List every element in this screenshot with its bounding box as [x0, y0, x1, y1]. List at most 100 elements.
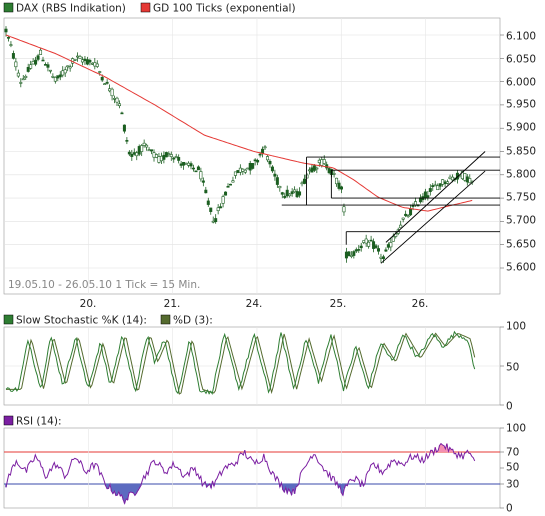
candle-body [381, 256, 385, 259]
candle-body [443, 181, 447, 185]
candle-body [285, 189, 289, 197]
y-tick-label: 6.100 [506, 31, 536, 43]
candle-body [182, 161, 186, 166]
candle-body [275, 177, 279, 185]
trend-channel-lower [380, 170, 486, 264]
candle-body [317, 159, 321, 164]
candle-body [48, 69, 52, 72]
y-tick-label: 5.800 [506, 169, 536, 181]
candle-body [132, 152, 136, 155]
candle-body [431, 185, 435, 188]
legend-swatch-dax [3, 2, 14, 13]
candle-body [349, 254, 353, 257]
candle-body [76, 55, 80, 58]
candle-body [251, 163, 255, 169]
candle-body [379, 256, 383, 259]
y-tick-label: 0 [506, 503, 513, 515]
candle-body [243, 169, 247, 173]
candle-body [307, 169, 311, 172]
candle-body [256, 160, 260, 163]
candle-body [6, 37, 10, 39]
candle-body [344, 251, 348, 259]
candle-body [135, 152, 139, 157]
y-tick-label: 100 [506, 423, 526, 435]
candle-body [448, 176, 452, 179]
candle-body [56, 75, 60, 79]
candle-body [446, 181, 450, 184]
candle-body [51, 76, 55, 78]
trend-channel-upper [385, 151, 486, 243]
candle-body [125, 140, 129, 142]
candle-body [172, 157, 176, 160]
candle-body [278, 186, 282, 189]
candle-body [211, 220, 215, 223]
candle-body [389, 242, 393, 248]
y-tick-label: 50 [506, 362, 519, 374]
y-tick-label: 5.900 [506, 122, 536, 134]
candle-body [85, 59, 89, 65]
legend-swatch-rsi [3, 415, 14, 426]
candle-body [169, 154, 173, 157]
candle-body [270, 166, 274, 172]
candle-body [273, 173, 277, 177]
y-tick-label: 70 [506, 447, 519, 459]
candle-body [386, 244, 390, 248]
y-tick-label: 0 [506, 401, 513, 413]
y-tick-label: 5.850 [506, 146, 536, 158]
candle-body [312, 165, 316, 171]
candle-body [21, 78, 25, 81]
candle-body [362, 240, 366, 243]
candle-body [113, 98, 117, 100]
candle-body [204, 189, 208, 194]
candle-body [376, 248, 380, 252]
candle-body [164, 152, 168, 158]
candle-body [61, 70, 65, 76]
candle-body [100, 76, 104, 81]
candle-body [409, 208, 413, 216]
candle-body [374, 245, 378, 248]
candle-body [221, 196, 225, 204]
rsi-plot-frame [3, 427, 501, 509]
candle-body [315, 167, 319, 170]
candle-body [248, 163, 252, 171]
candle-body [228, 183, 232, 186]
candle-body [226, 186, 230, 188]
candle-body [4, 28, 8, 33]
legend-swatch-stoch-k [3, 314, 14, 325]
candle-body [298, 191, 302, 196]
candle-body [110, 88, 114, 97]
candle-body [46, 64, 50, 68]
candle-body [293, 189, 297, 193]
candle-body [66, 65, 70, 68]
candle-body [103, 83, 107, 86]
candle-body [159, 155, 163, 162]
candle-body [372, 241, 376, 249]
candle-body [302, 178, 306, 184]
legend-label-gd100: GD 100 Ticks (exponential) [153, 3, 296, 15]
candle-body [105, 82, 109, 84]
y-tick-label: 5.600 [506, 262, 536, 274]
candle-body [73, 59, 77, 61]
candle-body [16, 72, 20, 77]
candle-body [83, 58, 87, 61]
candle-body [384, 249, 388, 252]
candle-body [310, 167, 314, 173]
candle-body [174, 156, 178, 158]
candle-body [246, 167, 250, 170]
candle-body [451, 176, 455, 181]
candle-body [98, 71, 102, 73]
legend-label-stoch-d: %D (3): [173, 315, 213, 327]
candle-body [468, 178, 472, 184]
candle-body [214, 218, 218, 223]
candle-body [354, 249, 358, 252]
candle-body [43, 64, 47, 66]
candle-body [339, 186, 343, 190]
candle-body [68, 66, 72, 69]
candle-body [179, 163, 183, 166]
candle-body [399, 224, 403, 229]
candle-body [93, 62, 97, 67]
candle-body [127, 151, 131, 155]
candle-body [290, 191, 294, 194]
candle-body [357, 249, 361, 251]
